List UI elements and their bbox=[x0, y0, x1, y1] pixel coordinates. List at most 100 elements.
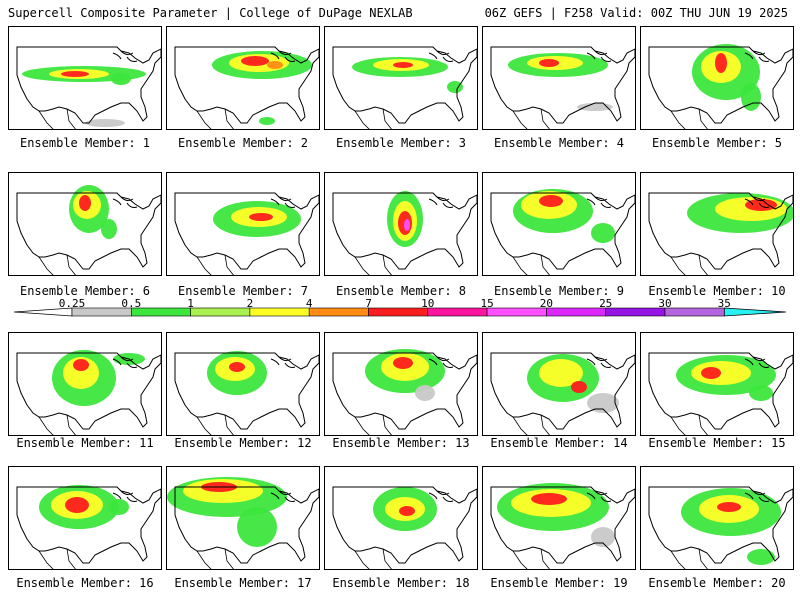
map-outline bbox=[112, 196, 138, 208]
scp-contour-area bbox=[65, 497, 89, 513]
map-outline bbox=[490, 192, 635, 270]
ensemble-member-label: Ensemble Member: 6 bbox=[19, 284, 151, 298]
map-outline bbox=[648, 192, 793, 270]
map-outline bbox=[174, 192, 319, 270]
map-outline bbox=[512, 254, 550, 275]
map-outline bbox=[112, 356, 138, 368]
ensemble-member-map bbox=[324, 332, 478, 436]
map-outline bbox=[16, 192, 161, 270]
map-outline bbox=[648, 352, 793, 430]
map-svg bbox=[490, 483, 635, 569]
scp-contour-area bbox=[577, 103, 613, 111]
scp-contour-area bbox=[61, 71, 89, 77]
ensemble-member-map bbox=[8, 172, 162, 276]
scp-contour-area bbox=[73, 359, 89, 371]
ensemble-member-map bbox=[166, 332, 320, 436]
map-outline bbox=[16, 46, 161, 124]
map-outline bbox=[354, 108, 392, 129]
colorbar-right-arrow bbox=[723, 307, 787, 317]
map-outline bbox=[332, 192, 477, 270]
colorbar-tick-label: 1 bbox=[187, 297, 194, 310]
ensemble-member-label: Ensemble Member: 15 bbox=[648, 436, 786, 450]
scp-contour-area bbox=[539, 359, 583, 387]
ensemble-member-label: Ensemble Member: 7 bbox=[177, 284, 309, 298]
ensemble-member-map bbox=[640, 26, 794, 130]
colorbar-segment bbox=[308, 307, 369, 317]
scp-contour-area bbox=[399, 506, 415, 516]
map-svg bbox=[648, 486, 793, 569]
ensemble-member-label: Ensemble Member: 5 bbox=[651, 136, 783, 150]
map-svg bbox=[648, 44, 793, 129]
map-outline bbox=[174, 352, 319, 430]
color-scale-svg bbox=[13, 307, 787, 317]
ensemble-member-map bbox=[640, 466, 794, 570]
scp-contour-area bbox=[404, 219, 410, 231]
map-outline bbox=[670, 548, 708, 569]
ensemble-member-label: Ensemble Member: 9 bbox=[493, 284, 625, 298]
ensemble-member-label: Ensemble Member: 20 bbox=[648, 576, 786, 590]
scp-contour-area bbox=[63, 357, 99, 389]
map-outline bbox=[270, 356, 296, 368]
valid-time: 06Z GEFS | F258 Valid: 00Z THU JUN 19 20… bbox=[484, 6, 788, 20]
ensemble-member-map bbox=[324, 26, 478, 130]
colorbar-tick-label: 10 bbox=[421, 297, 435, 310]
map-outline bbox=[38, 548, 76, 569]
ensemble-member-map bbox=[8, 26, 162, 130]
scp-contour-area bbox=[587, 393, 619, 413]
color-scale-bar: 0.25 0.5 1 2 4 7 10 15 20 25 30 35 bbox=[0, 296, 800, 324]
map-outline bbox=[354, 548, 392, 569]
map-outline bbox=[354, 254, 392, 275]
scp-contour-area bbox=[701, 367, 721, 379]
map-outline bbox=[490, 352, 635, 430]
ensemble-member-map bbox=[324, 466, 478, 570]
scp-contour-area bbox=[101, 219, 117, 239]
scp-contour-area bbox=[571, 381, 587, 393]
map-svg bbox=[648, 192, 793, 275]
map-outline bbox=[332, 46, 477, 124]
ensemble-member-label: Ensemble Member: 1 bbox=[19, 136, 151, 150]
map-outline bbox=[16, 352, 161, 430]
scp-contour-area bbox=[531, 493, 567, 505]
map-outline bbox=[270, 196, 296, 208]
colorbar-tick-label: 15 bbox=[480, 297, 494, 310]
ensemble-member-label: Ensemble Member: 14 bbox=[490, 436, 628, 450]
ensemble-member-map bbox=[640, 172, 794, 276]
scp-contour-area bbox=[249, 213, 273, 221]
scp-contour-area bbox=[393, 357, 413, 369]
map-svg bbox=[490, 352, 635, 435]
scp-contour-area bbox=[539, 195, 563, 207]
map-outline bbox=[744, 50, 770, 62]
ensemble-member-map bbox=[640, 332, 794, 436]
ensemble-member-map bbox=[8, 332, 162, 436]
colorbar-segment bbox=[664, 307, 725, 317]
map-svg bbox=[16, 185, 161, 275]
colorbar-tick-label: 25 bbox=[599, 297, 613, 310]
map-outline bbox=[174, 46, 319, 124]
scp-contour-area bbox=[415, 385, 435, 401]
map-svg bbox=[332, 486, 477, 569]
scp-contour-area bbox=[85, 119, 125, 127]
map-outline bbox=[196, 254, 234, 275]
chart-title: Supercell Composite Parameter | College … bbox=[8, 6, 413, 20]
scp-contour-area bbox=[237, 507, 277, 547]
ensemble-member-label: Ensemble Member: 3 bbox=[335, 136, 467, 150]
map-outline bbox=[744, 356, 770, 368]
ensemble-member-label: Ensemble Member: 11 bbox=[16, 436, 154, 450]
ensemble-member-map bbox=[166, 466, 320, 570]
ensemble-member-map bbox=[166, 172, 320, 276]
map-svg bbox=[16, 485, 161, 569]
map-svg bbox=[332, 349, 477, 435]
map-svg bbox=[16, 46, 161, 129]
map-outline bbox=[332, 352, 477, 430]
map-outline bbox=[196, 414, 234, 435]
scp-contour-area bbox=[109, 499, 129, 515]
ensemble-member-map bbox=[482, 466, 636, 570]
ensemble-member-map bbox=[482, 172, 636, 276]
map-outline bbox=[490, 486, 635, 564]
map-outline bbox=[670, 108, 708, 129]
ensemble-member-label: Ensemble Member: 10 bbox=[648, 284, 786, 298]
colorbar-tick-label: 35 bbox=[717, 297, 731, 310]
map-svg bbox=[332, 46, 477, 129]
colorbar-tick-label: 7 bbox=[365, 297, 372, 310]
scp-contour-area bbox=[79, 195, 91, 211]
